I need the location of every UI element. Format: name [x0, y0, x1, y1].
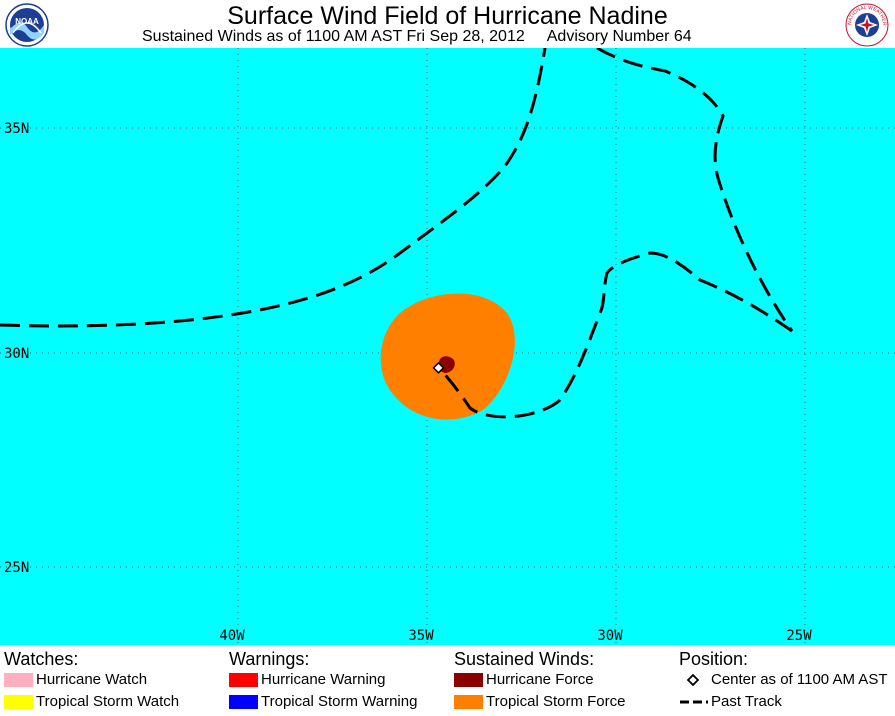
legend-sustained-winds: Sustained Winds: Hurricane Force Tropica… [454, 649, 625, 713]
noaa-logo-text: NOAA [15, 17, 39, 26]
hurricane-warning-swatch [229, 673, 258, 687]
hurricane-force-swatch [454, 673, 483, 687]
legend-heading-warnings: Warnings: [229, 649, 310, 669]
hurricane-watch-swatch [4, 673, 33, 687]
legend-label: Hurricane Warning [261, 671, 386, 688]
legend-item-center: Center as of 1100 AM AST [679, 669, 887, 691]
lon-label-35w: 35W [408, 628, 434, 644]
lat-label-35n: 35N [4, 121, 29, 137]
legend-heading-watches: Watches: [4, 649, 79, 669]
lon-label-30w: 30W [597, 628, 623, 644]
storm-center-diamond-icon [686, 673, 700, 687]
legend-label: Tropical Storm Warning [261, 693, 418, 710]
advisory-time: Sustained Winds as of 1100 AM AST Fri Se… [142, 28, 525, 45]
map-header: NOAA Surface Wind Field of Hurricane Nad… [0, 0, 895, 48]
legend-label: Past Track [711, 693, 782, 710]
legend-item-hurricane-watch: Hurricane Watch [4, 669, 147, 691]
map-legend: Watches: Hurricane Watch Tropical Storm … [0, 645, 895, 716]
past-track-south [438, 251, 793, 419]
tropical-storm-force-swatch [454, 695, 483, 709]
latitude-labels: 35N 30N 25N [4, 121, 29, 576]
wind-field-map: 35N 30N 25N 40W 35W 30W 25W [0, 48, 895, 645]
lon-label-40w: 40W [219, 628, 245, 644]
legend-watches: Watches: Hurricane Watch Tropical Storm … [4, 649, 179, 713]
legend-item-tropical-storm-warning: Tropical Storm Warning [229, 691, 417, 713]
legend-item-tropical-storm-force: Tropical Storm Force [454, 691, 625, 713]
legend-item-tropical-storm-watch: Tropical Storm Watch [4, 691, 179, 713]
past-track-dash-icon [680, 700, 708, 704]
tropical-storm-warning-swatch [229, 695, 258, 709]
page-subtitle: Sustained Winds as of 1100 AM AST Fri Se… [142, 28, 692, 46]
legend-heading-winds: Sustained Winds: [454, 649, 595, 669]
storm-center-marker [432, 361, 445, 374]
legend-label: Tropical Storm Force [486, 693, 626, 710]
lat-label-30n: 30N [4, 346, 29, 362]
lon-label-25w: 25W [786, 628, 812, 644]
legend-item-past-track: Past Track [679, 691, 782, 713]
legend-position: Position: Center as of 1100 AM AST Past … [679, 649, 887, 713]
legend-warnings: Warnings: Hurricane Warning Tropical Sto… [229, 649, 417, 713]
lat-label-25n: 25N [4, 560, 29, 576]
coastline-boundary [0, 48, 547, 328]
past-track-north [596, 48, 794, 332]
legend-item-hurricane-warning: Hurricane Warning [229, 669, 386, 691]
legend-heading-position: Position: [679, 649, 749, 669]
legend-label: Tropical Storm Watch [36, 693, 180, 710]
tropical-storm-watch-swatch [4, 695, 33, 709]
noaa-logo-icon: NOAA [5, 3, 49, 47]
legend-label: Hurricane Watch [36, 671, 148, 688]
legend-item-hurricane-force: Hurricane Force [454, 669, 594, 691]
nws-logo-icon: NATIONAL WEATHER SERVICE [845, 3, 889, 47]
advisory-number: Advisory Number 64 [546, 28, 692, 45]
page-title: Surface Wind Field of Hurricane Nadine [227, 2, 668, 30]
legend-label: Hurricane Force [486, 671, 594, 688]
longitude-labels: 40W 35W 30W 25W [219, 628, 812, 644]
legend-label: Center as of 1100 AM AST [711, 671, 888, 688]
